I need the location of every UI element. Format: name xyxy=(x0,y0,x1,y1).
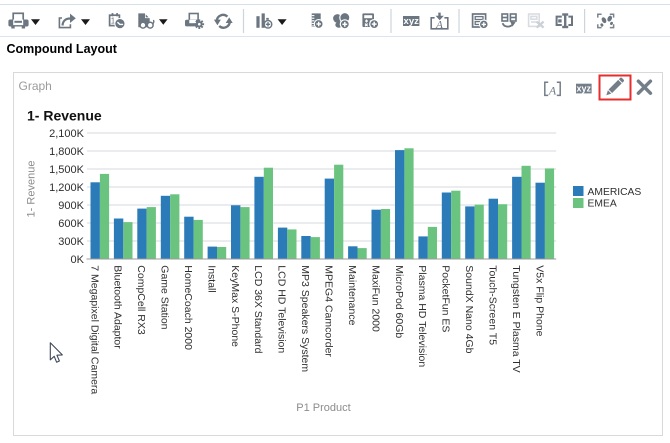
svg-text:1,500K: 1,500K xyxy=(49,164,85,176)
svg-text:1,800K: 1,800K xyxy=(49,146,85,158)
svg-text:600K: 600K xyxy=(58,218,84,230)
svg-text:Game Station: Game Station xyxy=(159,265,171,329)
svg-text:P1 Product: P1 Product xyxy=(296,402,350,414)
svg-text:Maintenance: Maintenance xyxy=(346,265,358,325)
svg-text:1: 1 xyxy=(111,17,116,26)
svg-text:PocketFun ES: PocketFun ES xyxy=(440,265,452,332)
svg-text:KeyMax S-Phone: KeyMax S-Phone xyxy=(229,265,241,347)
svg-text:Touch-Screen T5: Touch-Screen T5 xyxy=(486,265,498,345)
svg-text:LCD HD Television: LCD HD Television xyxy=(276,265,288,353)
svg-text:Bluetooth Adaptor: Bluetooth Adaptor xyxy=(112,265,124,349)
svg-text:1- Revenue: 1- Revenue xyxy=(27,108,102,124)
svg-text:MaxiFun 2000: MaxiFun 2000 xyxy=(369,265,381,332)
svg-text:V5x Flip Phone: V5x Flip Phone xyxy=(533,265,545,336)
svg-text:MPEG4 Camcorder: MPEG4 Camcorder xyxy=(323,265,335,357)
svg-text:A: A xyxy=(435,19,443,31)
svg-text:SoundX Nano 4Gb: SoundX Nano 4Gb xyxy=(463,265,475,353)
svg-text:EMEA: EMEA xyxy=(588,199,617,210)
svg-text:A: A xyxy=(548,83,557,97)
svg-text:Plasma HD Television: Plasma HD Television xyxy=(416,265,428,367)
svg-text:900K: 900K xyxy=(58,200,84,212)
svg-text:300K: 300K xyxy=(58,236,84,248)
svg-text:Tungsten E Plasma TV: Tungsten E Plasma TV xyxy=(510,265,522,372)
svg-text:1,200K: 1,200K xyxy=(49,182,85,194)
svg-text:1- Revenue: 1- Revenue xyxy=(26,161,38,218)
svg-text:LCD 36X Standard: LCD 36X Standard xyxy=(252,265,264,353)
svg-text:MP3 Speakers System: MP3 Speakers System xyxy=(299,265,311,372)
svg-text:Install: Install xyxy=(205,265,217,292)
svg-text:HomeCoach 2000: HomeCoach 2000 xyxy=(182,265,194,350)
svg-text:2,100K: 2,100K xyxy=(49,128,85,140)
svg-text:7 Megapixel Digital Camera: 7 Megapixel Digital Camera xyxy=(88,265,100,394)
svg-text:CompCell RX3: CompCell RX3 xyxy=(135,265,147,335)
svg-text:xyz: xyz xyxy=(404,16,420,27)
svg-text:AMERICAS: AMERICAS xyxy=(588,187,642,198)
svg-text:xyz: xyz xyxy=(577,84,592,94)
svg-text:0K: 0K xyxy=(71,254,85,266)
svg-text:MicroPod 60Gb: MicroPod 60Gb xyxy=(393,265,405,338)
